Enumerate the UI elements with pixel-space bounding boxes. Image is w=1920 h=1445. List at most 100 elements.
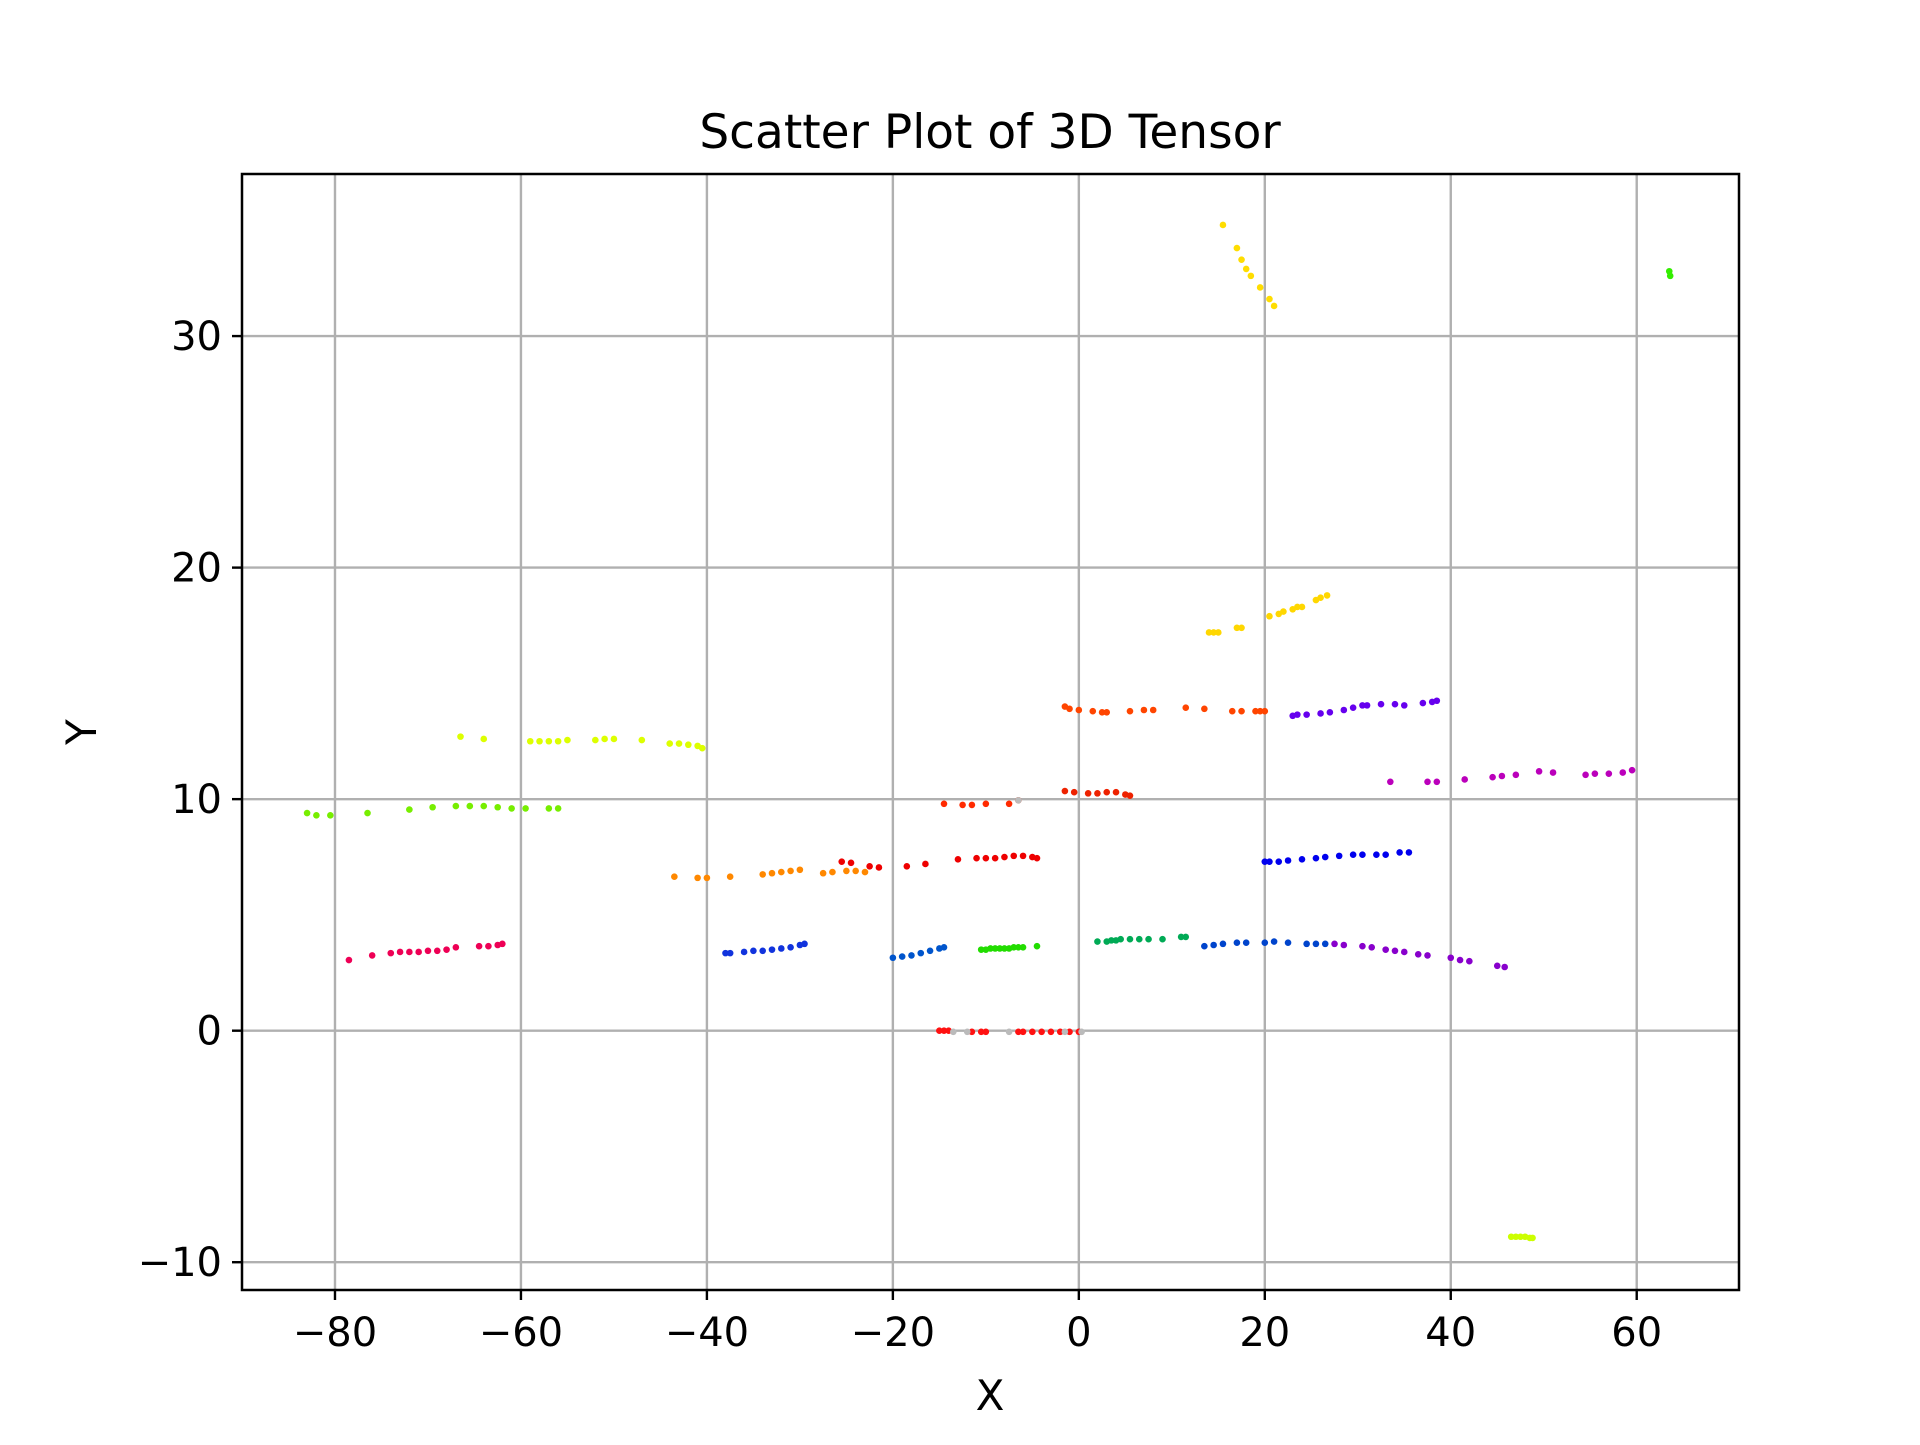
y-axis-label: Y [57, 719, 106, 746]
data-point [982, 854, 990, 862]
data-point [852, 867, 859, 875]
data-point [959, 801, 966, 809]
data-point [1126, 935, 1134, 943]
data-point [1266, 858, 1273, 865]
data-point [452, 802, 460, 810]
data-point [1015, 944, 1022, 951]
data-point [968, 1028, 976, 1036]
data-point [1340, 706, 1348, 714]
data-point [1582, 771, 1589, 779]
data-point [1015, 1028, 1022, 1036]
grid-lines [242, 174, 1739, 1290]
data-point [1177, 933, 1185, 941]
data-point [1447, 954, 1455, 962]
data-point [1298, 603, 1306, 611]
data-point [703, 874, 711, 882]
data-point [1424, 952, 1431, 959]
data-point [1033, 942, 1041, 950]
data-point [1084, 790, 1092, 797]
data-point [991, 854, 999, 862]
data-point [950, 1028, 957, 1036]
data-point [1094, 938, 1101, 945]
data-point [1001, 853, 1008, 861]
data-point [903, 862, 911, 870]
data-point [1233, 624, 1241, 632]
data-point [1098, 709, 1106, 716]
data-point [1247, 272, 1255, 280]
data-point [787, 867, 794, 875]
data-point [554, 805, 562, 812]
data-point [1368, 944, 1376, 951]
data-point [1261, 707, 1269, 715]
data-point [1228, 707, 1236, 715]
data-point [1377, 700, 1385, 708]
data-point [996, 945, 1004, 952]
data-point [508, 805, 515, 812]
y-tick-label: −10 [138, 1240, 222, 1286]
data-point [922, 860, 929, 868]
data-point [1015, 797, 1022, 804]
data-point [1387, 778, 1394, 786]
data-point [1210, 629, 1217, 636]
data-point [1507, 1233, 1515, 1241]
data-point [1242, 939, 1250, 946]
data-point [345, 956, 353, 964]
data-point [1270, 938, 1278, 945]
data-point [1363, 702, 1371, 709]
x-tick-label: −20 [851, 1310, 935, 1356]
data-point [726, 949, 734, 957]
data-point [1400, 948, 1408, 956]
data-point [940, 944, 948, 951]
data-point [1103, 788, 1111, 796]
data-point [1089, 707, 1097, 715]
y-tick-label: 20 [171, 546, 222, 592]
data-points [303, 221, 1674, 1242]
x-tick-label: −60 [479, 1310, 563, 1356]
data-point [898, 953, 906, 960]
data-point [303, 809, 311, 817]
data-point [1005, 1028, 1013, 1036]
data-point [1619, 769, 1627, 776]
data-point [1326, 709, 1334, 716]
data-point [480, 735, 488, 743]
data-point [1056, 1028, 1064, 1036]
data-point [1512, 771, 1520, 779]
data-point [977, 946, 985, 953]
data-point [1066, 1028, 1073, 1036]
data-point [475, 942, 483, 950]
data-point [1284, 857, 1292, 864]
data-point [564, 736, 571, 744]
data-point [1210, 941, 1217, 949]
data-point [1284, 939, 1292, 946]
data-point [759, 871, 766, 878]
data-point [1238, 707, 1245, 715]
data-point [1535, 768, 1543, 775]
data-point [327, 812, 334, 819]
data-point [1238, 624, 1245, 632]
data-point [1280, 608, 1287, 615]
data-point [1294, 711, 1301, 718]
data-point [1233, 244, 1241, 252]
data-point [1256, 284, 1264, 291]
data-point [1275, 858, 1283, 865]
data-point [1182, 704, 1190, 711]
data-point [1359, 851, 1366, 859]
data-point [740, 948, 748, 956]
data-point [936, 1027, 943, 1034]
data-point [759, 947, 766, 955]
data-point [940, 800, 948, 808]
data-point [1182, 933, 1190, 941]
data-point [1061, 1028, 1069, 1036]
data-point [685, 741, 692, 749]
data-point [1312, 854, 1320, 862]
data-point [1461, 776, 1469, 783]
data-point [1201, 942, 1208, 950]
data-point [1261, 858, 1269, 865]
data-point [768, 946, 776, 953]
data-point [1126, 792, 1134, 799]
data-point [1038, 1028, 1045, 1036]
data-point [1382, 851, 1389, 859]
data-point [1108, 937, 1115, 944]
data-point [466, 802, 474, 810]
data-point [908, 952, 915, 959]
